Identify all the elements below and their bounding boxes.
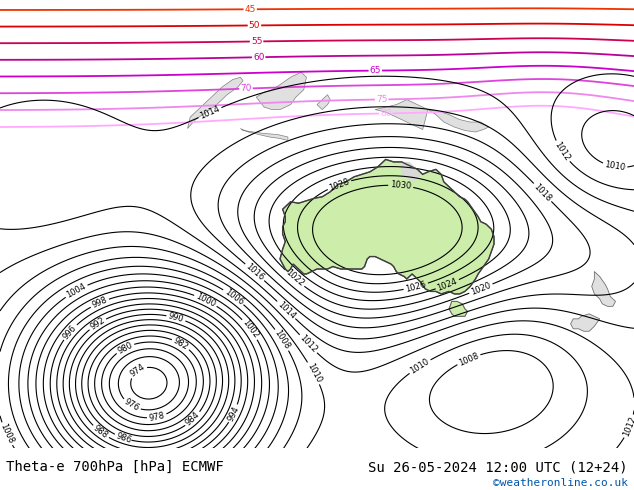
Polygon shape: [317, 95, 330, 110]
Text: 1006: 1006: [223, 287, 245, 307]
Text: 1014: 1014: [198, 104, 221, 121]
Text: 978: 978: [148, 411, 165, 423]
Text: 1012: 1012: [298, 333, 319, 355]
Polygon shape: [280, 159, 494, 294]
Text: 80: 80: [380, 109, 392, 118]
Text: 60: 60: [253, 52, 264, 62]
Text: 1010: 1010: [408, 357, 431, 376]
Polygon shape: [449, 301, 467, 317]
Text: 1012: 1012: [622, 415, 634, 438]
Text: 1008: 1008: [273, 328, 292, 351]
Text: 1016: 1016: [244, 262, 266, 283]
Text: 982: 982: [172, 336, 190, 352]
Text: Theta-e 700hPa [hPa] ECMWF: Theta-e 700hPa [hPa] ECMWF: [6, 460, 224, 474]
Text: 1000: 1000: [194, 292, 217, 309]
Text: 984: 984: [184, 410, 202, 428]
Text: 998: 998: [91, 295, 109, 310]
Text: Su 26-05-2024 12:00 UTC (12+24): Su 26-05-2024 12:00 UTC (12+24): [368, 460, 628, 474]
Text: 1010: 1010: [604, 161, 626, 173]
Text: 1020: 1020: [469, 281, 493, 297]
Polygon shape: [375, 99, 428, 129]
Polygon shape: [401, 162, 420, 182]
Polygon shape: [571, 314, 600, 331]
Text: 1008: 1008: [457, 351, 480, 368]
Text: 994: 994: [226, 405, 241, 422]
Text: 990: 990: [167, 312, 184, 324]
Text: ©weatheronline.co.uk: ©weatheronline.co.uk: [493, 478, 628, 488]
Text: 1022: 1022: [283, 268, 306, 289]
Polygon shape: [428, 110, 489, 132]
Text: 976: 976: [122, 397, 141, 414]
Text: 65: 65: [370, 66, 381, 75]
Text: 55: 55: [251, 37, 262, 46]
Text: 1028: 1028: [328, 176, 351, 193]
Text: 1012: 1012: [553, 140, 572, 163]
Text: 1002: 1002: [240, 318, 260, 341]
Text: 988: 988: [91, 423, 110, 441]
Text: 974: 974: [129, 363, 147, 379]
Text: 1024: 1024: [436, 276, 459, 293]
Text: 992: 992: [89, 316, 107, 332]
Polygon shape: [240, 128, 288, 141]
Polygon shape: [592, 271, 616, 306]
Text: 1030: 1030: [390, 180, 411, 191]
Text: 70: 70: [240, 84, 252, 93]
Text: 986: 986: [115, 431, 133, 445]
Text: 1008: 1008: [0, 422, 15, 445]
Text: 50: 50: [249, 21, 260, 30]
Text: 1018: 1018: [532, 182, 553, 203]
Polygon shape: [256, 72, 306, 110]
Text: 1004: 1004: [65, 282, 87, 300]
Text: 980: 980: [116, 341, 134, 356]
Text: 1026: 1026: [404, 280, 427, 294]
Text: 1014: 1014: [276, 299, 297, 320]
Polygon shape: [188, 77, 243, 128]
Text: 1010: 1010: [305, 362, 323, 385]
Text: 75: 75: [376, 95, 387, 104]
Text: 996: 996: [61, 323, 79, 341]
Text: 45: 45: [245, 5, 256, 14]
